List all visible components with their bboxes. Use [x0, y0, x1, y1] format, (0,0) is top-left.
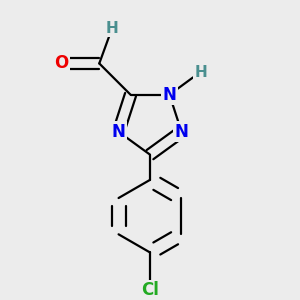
Text: Cl: Cl — [141, 281, 159, 299]
Text: N: N — [175, 123, 188, 141]
Text: H: H — [106, 21, 118, 36]
Text: N: N — [163, 86, 176, 104]
Text: N: N — [112, 123, 125, 141]
Text: H: H — [195, 65, 207, 80]
Text: O: O — [54, 54, 68, 72]
